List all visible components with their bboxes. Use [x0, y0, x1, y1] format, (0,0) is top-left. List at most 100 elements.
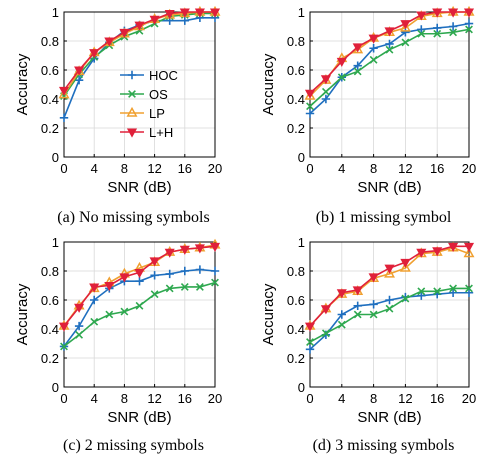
data-point: [337, 310, 346, 319]
data-point: [449, 28, 458, 37]
series-l-h: [58, 242, 221, 332]
x-tick-label: 16: [178, 391, 192, 406]
x-tick-label: 20: [462, 391, 476, 406]
data-point: [465, 25, 473, 34]
x-tick-label: 4: [338, 391, 345, 406]
x-axis-label: SNR (dB): [357, 409, 421, 426]
data-point: [401, 28, 410, 37]
data-point: [321, 329, 330, 338]
y-tick-label: 0.2: [41, 121, 59, 136]
x-tick-label: 16: [430, 391, 444, 406]
data-point: [401, 38, 410, 47]
legend-label: L+H: [149, 125, 173, 140]
data-point: [134, 21, 145, 31]
legend-marker: [128, 90, 136, 98]
data-point: [194, 8, 205, 18]
series-os: [306, 284, 473, 346]
y-tick-label: 0.2: [41, 351, 59, 366]
data-point: [337, 320, 346, 329]
data-point: [210, 266, 220, 276]
data-point: [58, 88, 70, 99]
data-point: [464, 288, 474, 297]
data-point: [195, 283, 204, 291]
y-tick-label: 0.6: [287, 63, 305, 78]
data-point: [150, 271, 159, 280]
data-point: [369, 55, 378, 64]
y-tick-label: 0.2: [287, 351, 305, 366]
series-l-h: [304, 8, 475, 99]
data-point: [353, 310, 362, 319]
data-point: [74, 321, 84, 331]
y-tick-label: 0: [298, 380, 305, 395]
x-tick-label: 0: [60, 161, 67, 176]
data-point: [416, 248, 427, 258]
data-point: [433, 287, 442, 296]
data-point: [75, 330, 84, 339]
data-point: [417, 287, 426, 296]
y-tick-label: 0.4: [287, 322, 305, 337]
data-point: [180, 283, 189, 291]
x-tick-label: 8: [121, 391, 128, 406]
data-point: [89, 283, 100, 293]
data-point: [399, 261, 411, 272]
y-tick-label: 0.8: [41, 264, 59, 279]
data-point: [209, 242, 221, 252]
data-point: [321, 94, 331, 104]
data-point: [417, 291, 426, 300]
data-point: [353, 301, 362, 310]
y-tick-label: 0.2: [287, 121, 305, 136]
y-tick-label: 0.6: [287, 293, 305, 308]
x-tick-label: 4: [91, 391, 98, 406]
data-point: [385, 45, 394, 54]
data-point: [463, 8, 475, 18]
data-point: [74, 66, 85, 76]
axes-frame: [309, 241, 470, 388]
x-tick-label: 16: [178, 161, 192, 176]
data-point: [58, 322, 70, 332]
legend-item: LP: [120, 106, 165, 121]
y-axis-label: Accuracy: [260, 53, 277, 115]
x-tick-label: 8: [370, 161, 377, 176]
data-point: [119, 273, 130, 283]
data-point: [448, 288, 458, 297]
x-tick-label: 20: [208, 161, 222, 176]
x-tick-label: 12: [147, 161, 161, 176]
panel-caption: (b) 1 missing symbol: [316, 209, 452, 226]
data-point: [304, 322, 316, 332]
data-point: [59, 113, 69, 123]
legend-marker: [126, 106, 138, 117]
chart-panel-4: 0 0.2 0.4 0.6 0.8 1 0 4 8 12 16 20 SNR (dB) Accuracy (…: [260, 235, 476, 454]
data-point: [74, 75, 84, 85]
data-point: [306, 338, 314, 346]
data-point: [164, 248, 175, 258]
data-point: [60, 342, 68, 351]
data-point: [305, 109, 315, 118]
y-tick-label: 1: [52, 5, 59, 20]
legend: HOC OS LP L+H: [120, 68, 178, 140]
data-point: [305, 345, 315, 354]
y-tick-label: 0.4: [287, 92, 305, 107]
data-point: [180, 16, 189, 25]
x-tick-label: 0: [60, 391, 67, 406]
data-point: [180, 266, 189, 276]
data-point: [135, 276, 144, 286]
data-point: [149, 15, 160, 25]
y-tick-label: 1: [52, 235, 59, 250]
y-tick-label: 1: [298, 235, 305, 250]
data-point: [304, 89, 316, 100]
data-point: [449, 284, 458, 293]
data-point: [306, 102, 314, 111]
legend-item: HOC: [120, 68, 178, 83]
panel-caption: (d) 3 missing symbols: [313, 437, 455, 454]
legend-item: L+H: [120, 125, 173, 140]
data-point: [400, 258, 411, 268]
series-os: [60, 278, 219, 351]
data-point: [384, 264, 395, 274]
data-point: [400, 20, 411, 30]
data-point: [120, 307, 129, 316]
data-point: [209, 8, 221, 18]
data-point: [352, 286, 363, 296]
x-tick-label: 12: [398, 391, 412, 406]
data-point: [165, 284, 174, 293]
data-point: [432, 8, 443, 18]
